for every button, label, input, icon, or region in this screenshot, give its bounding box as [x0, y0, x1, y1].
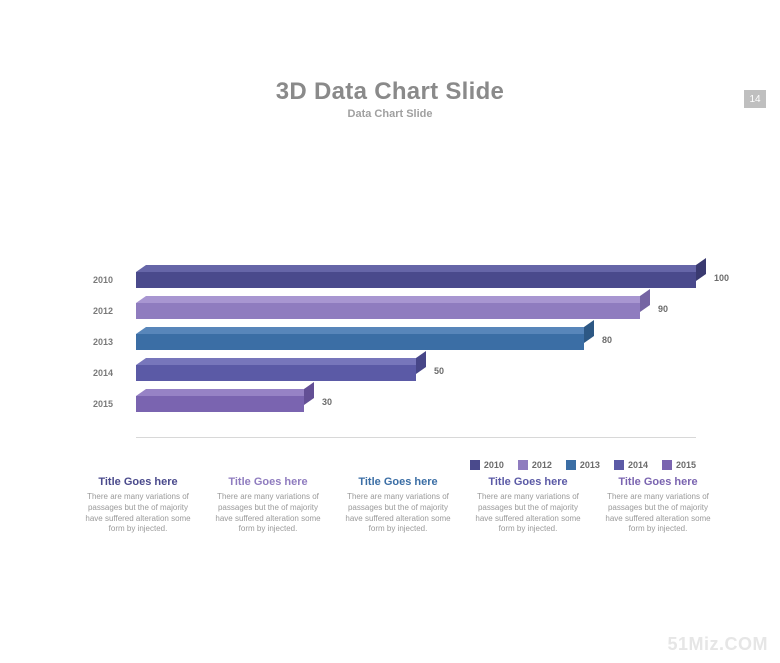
legend-item: 2015	[662, 460, 696, 470]
legend-item: 2012	[518, 460, 552, 470]
chart-plot-area: 10090805030	[136, 258, 696, 438]
chart-bar	[136, 396, 304, 412]
page-subtitle: Data Chart Slide	[0, 108, 780, 120]
column-body: There are many variations of passages bu…	[472, 492, 584, 535]
legend-label: 2010	[484, 460, 504, 470]
column-body: There are many variations of passages bu…	[602, 492, 714, 535]
description-column: Title Goes here There are many variations…	[468, 476, 588, 535]
chart-bar	[136, 303, 640, 319]
description-column: Title Goes here There are many variations…	[78, 476, 198, 535]
chart-legend: 2010 2012 2013 2014 2015	[470, 460, 696, 470]
description-column: Title Goes here There are many variations…	[208, 476, 328, 535]
chart-y-label: 2012	[80, 306, 126, 316]
column-title: Title Goes here	[472, 476, 584, 488]
chart-y-label: 2013	[80, 337, 126, 347]
column-title: Title Goes here	[602, 476, 714, 488]
column-title: Title Goes here	[82, 476, 194, 488]
chart-bar	[136, 365, 416, 381]
legend-label: 2015	[676, 460, 696, 470]
legend-item: 2010	[470, 460, 504, 470]
legend-label: 2013	[580, 460, 600, 470]
chart-y-label: 2014	[80, 368, 126, 378]
description-column: Title Goes here There are many variations…	[598, 476, 718, 535]
column-title: Title Goes here	[212, 476, 324, 488]
chart-bar	[136, 334, 584, 350]
column-title: Title Goes here	[342, 476, 454, 488]
legend-swatch	[662, 460, 672, 470]
chart-bar	[136, 272, 696, 288]
legend-label: 2014	[628, 460, 648, 470]
column-body: There are many variations of passages bu…	[212, 492, 324, 535]
chart-container: 10090805030 20102012201320142015 2010201…	[80, 258, 720, 468]
watermark: 51Miz.COM	[667, 634, 768, 655]
chart-value-label: 50	[434, 366, 444, 376]
page-title: 3D Data Chart Slide	[0, 78, 780, 106]
legend-item: 2014	[614, 460, 648, 470]
legend-swatch	[614, 460, 624, 470]
legend-item: 2013	[566, 460, 600, 470]
legend-swatch	[518, 460, 528, 470]
column-body: There are many variations of passages bu…	[82, 492, 194, 535]
legend-label: 2012	[532, 460, 552, 470]
chart-value-label: 80	[602, 335, 612, 345]
title-block: 3D Data Chart Slide Data Chart Slide	[0, 78, 780, 120]
chart-y-label: 2015	[80, 399, 126, 409]
legend-swatch	[566, 460, 576, 470]
chart-value-label: 90	[658, 304, 668, 314]
description-columns: Title Goes here There are many variations…	[78, 476, 718, 535]
legend-swatch	[470, 460, 480, 470]
chart-y-label: 2010	[80, 275, 126, 285]
description-column: Title Goes here There are many variations…	[338, 476, 458, 535]
column-body: There are many variations of passages bu…	[342, 492, 454, 535]
chart-value-label: 100	[714, 273, 729, 283]
chart-value-label: 30	[322, 397, 332, 407]
page-number-badge: 14	[744, 90, 766, 108]
